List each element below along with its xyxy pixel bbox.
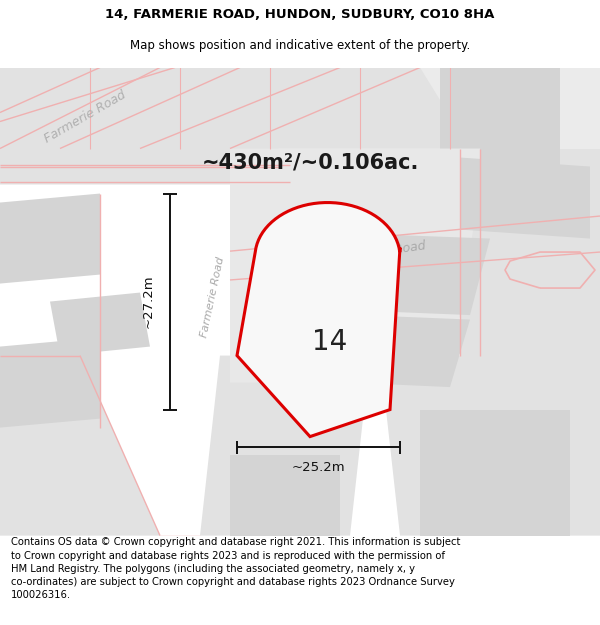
- Polygon shape: [460, 158, 590, 239]
- Text: Farmerie Road: Farmerie Road: [334, 239, 427, 265]
- Polygon shape: [380, 356, 600, 536]
- Polygon shape: [0, 68, 600, 149]
- Polygon shape: [350, 315, 470, 387]
- Polygon shape: [0, 68, 300, 184]
- Polygon shape: [200, 356, 370, 536]
- Polygon shape: [440, 68, 560, 166]
- Text: ~25.2m: ~25.2m: [292, 461, 346, 474]
- Text: 14: 14: [313, 328, 347, 356]
- Polygon shape: [120, 68, 470, 149]
- Polygon shape: [237, 202, 400, 437]
- Polygon shape: [50, 292, 150, 356]
- Polygon shape: [230, 211, 600, 284]
- Polygon shape: [230, 454, 340, 536]
- Polygon shape: [0, 338, 100, 428]
- Text: Contains OS data © Crown copyright and database right 2021. This information is : Contains OS data © Crown copyright and d…: [11, 538, 460, 600]
- Polygon shape: [0, 356, 160, 536]
- Polygon shape: [230, 149, 480, 382]
- Text: 14, FARMERIE ROAD, HUNDON, SUDBURY, CO10 8HA: 14, FARMERIE ROAD, HUNDON, SUDBURY, CO10…: [106, 8, 494, 21]
- Polygon shape: [420, 409, 570, 536]
- Text: ~430m²/~0.106ac.: ~430m²/~0.106ac.: [202, 152, 419, 172]
- Polygon shape: [360, 234, 490, 315]
- Text: Map shows position and indicative extent of the property.: Map shows position and indicative extent…: [130, 39, 470, 52]
- Text: ~27.2m: ~27.2m: [142, 275, 155, 328]
- Polygon shape: [460, 149, 600, 356]
- Polygon shape: [0, 194, 100, 284]
- Text: Farmerie Road: Farmerie Road: [42, 88, 128, 146]
- Text: Farmerie Road: Farmerie Road: [200, 256, 226, 338]
